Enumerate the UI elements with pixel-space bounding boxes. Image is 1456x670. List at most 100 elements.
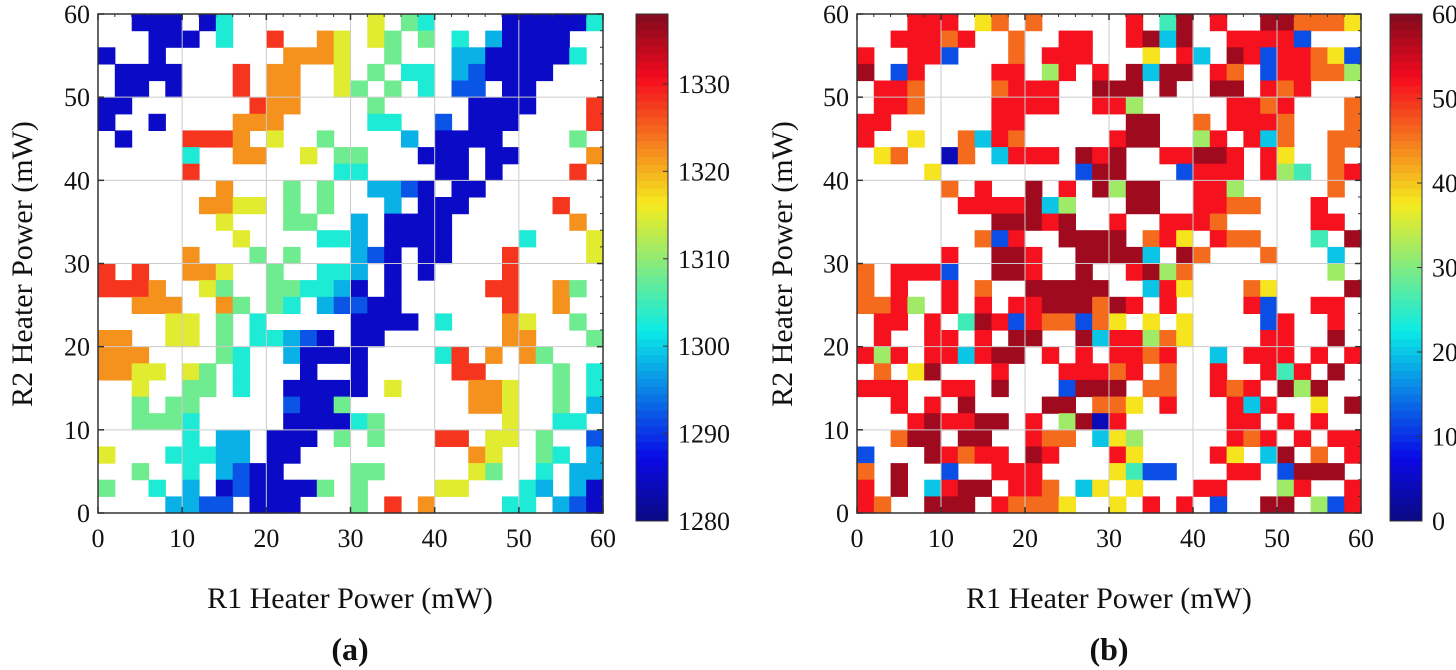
heatmap-cell [148, 113, 166, 131]
heatmap-cell [367, 97, 385, 115]
colorbar-segment [1390, 346, 1422, 356]
colorbar-segment [636, 14, 668, 23]
heatmap-cell [1125, 446, 1144, 464]
heatmap-cell [518, 330, 537, 348]
heatmap-cell [1327, 163, 1345, 181]
heatmap-cell [1327, 213, 1345, 231]
heatmap-cell [552, 413, 570, 431]
heatmap-cell [468, 80, 486, 98]
heatmap-cell [502, 296, 520, 314]
heatmap-cell [1293, 63, 1312, 82]
colorbar-segment [636, 433, 668, 443]
heatmap-cell [98, 479, 116, 497]
heatmap-cell [1092, 296, 1110, 314]
heatmap-cell [1193, 197, 1211, 215]
heatmap-cell [131, 280, 150, 298]
heatmap-cell [502, 47, 520, 65]
heatmap-cell [1058, 396, 1076, 414]
heatmap-cell [907, 130, 925, 148]
heatmap-cell [518, 496, 537, 514]
heatmap-cell [485, 429, 503, 447]
heatmap-cell [266, 63, 284, 82]
heatmap-cell [1277, 113, 1295, 131]
colorbar-segment [1390, 505, 1422, 514]
heatmap-cell [1125, 130, 1144, 148]
heatmap-cell [1025, 263, 1043, 281]
heatmap-cell [1075, 246, 1093, 265]
heatmap-cell [1041, 97, 1060, 115]
x-tick-label: 0 [851, 524, 864, 553]
heatmap-cell [1008, 230, 1026, 248]
heatmap-cell [451, 429, 469, 447]
heatmap-cell [485, 97, 503, 115]
heatmap-cell [468, 396, 486, 414]
heatmap-cell [1193, 113, 1211, 131]
heatmap-cell [1125, 429, 1144, 447]
x-tick-label: 40 [1180, 524, 1206, 553]
heatmap-cell [1344, 163, 1362, 181]
colorbar-tick-label: 1280 [678, 507, 730, 536]
heatmap-cell [350, 296, 368, 314]
heatmap-cell [1125, 263, 1144, 281]
heatmap-cell [249, 330, 267, 348]
heatmap-cell [215, 479, 234, 497]
heatmap-cell [552, 379, 570, 398]
heatmap-cell [1344, 113, 1362, 131]
heatmap-cell [974, 446, 992, 464]
heatmap-cell [1142, 47, 1160, 65]
heatmap-cell [1109, 413, 1127, 431]
heatmap-cell [991, 80, 1009, 98]
heatmap-cell [569, 163, 587, 181]
colorbar-segment [1390, 61, 1422, 70]
heatmap-cell [1109, 213, 1127, 231]
heatmap-cell [182, 379, 200, 398]
colorbar-segment [636, 109, 668, 118]
heatmap-cell [1092, 163, 1110, 181]
heatmap-cell [283, 330, 301, 348]
heatmap-cell [1260, 80, 1278, 98]
colorbar-segment [636, 291, 668, 300]
heatmap-cell [1260, 496, 1278, 514]
heatmap-cell [199, 130, 217, 148]
heatmap-cells [857, 14, 1362, 514]
heatmap-cell [148, 413, 166, 431]
heatmap-cell [502, 30, 520, 48]
heatmap-cell [131, 263, 150, 281]
colorbar-tick-label: 60 [1432, 0, 1456, 29]
x-tick-label: 20 [1012, 524, 1038, 553]
heatmap-cell [957, 429, 976, 447]
heatmap-cell [924, 429, 942, 447]
colorbar-segment [1390, 291, 1422, 300]
heatmap-cell [1159, 147, 1177, 165]
heatmap-cell [1293, 479, 1312, 497]
heatmap-cell [1209, 130, 1228, 148]
heatmap-cell [367, 313, 385, 331]
heatmap-cell [1075, 346, 1093, 364]
heatmap-cell [182, 147, 200, 165]
heatmap-cell [333, 230, 352, 248]
x-tick-label: 60 [590, 524, 616, 553]
heatmap-cell [1092, 180, 1110, 198]
heatmap-cell [569, 280, 587, 298]
colorbar-segment [1390, 219, 1422, 229]
heatmap-cell [890, 313, 908, 331]
heatmap-cell [857, 446, 875, 464]
heatmap-cell [451, 163, 469, 181]
heatmap-cell [586, 463, 604, 481]
heatmap-cell [215, 429, 234, 447]
heatmap-cell [249, 197, 267, 215]
heatmap-cell [1125, 346, 1144, 364]
heatmap-cell [1109, 163, 1127, 181]
heatmap-cell [131, 413, 150, 431]
heatmap-cell [114, 280, 133, 298]
heatmap-cell [857, 47, 875, 65]
heatmap-cell [131, 346, 150, 364]
heatmap-cell [367, 63, 385, 82]
heatmap-cell [1109, 313, 1127, 331]
heatmap-cell [1109, 97, 1127, 115]
heatmap-cell [1344, 280, 1362, 298]
heatmap-cell [333, 80, 352, 98]
heatmap-cell [991, 14, 1009, 32]
heatmap-cell [266, 429, 284, 447]
heatmap-cell [1209, 197, 1228, 215]
